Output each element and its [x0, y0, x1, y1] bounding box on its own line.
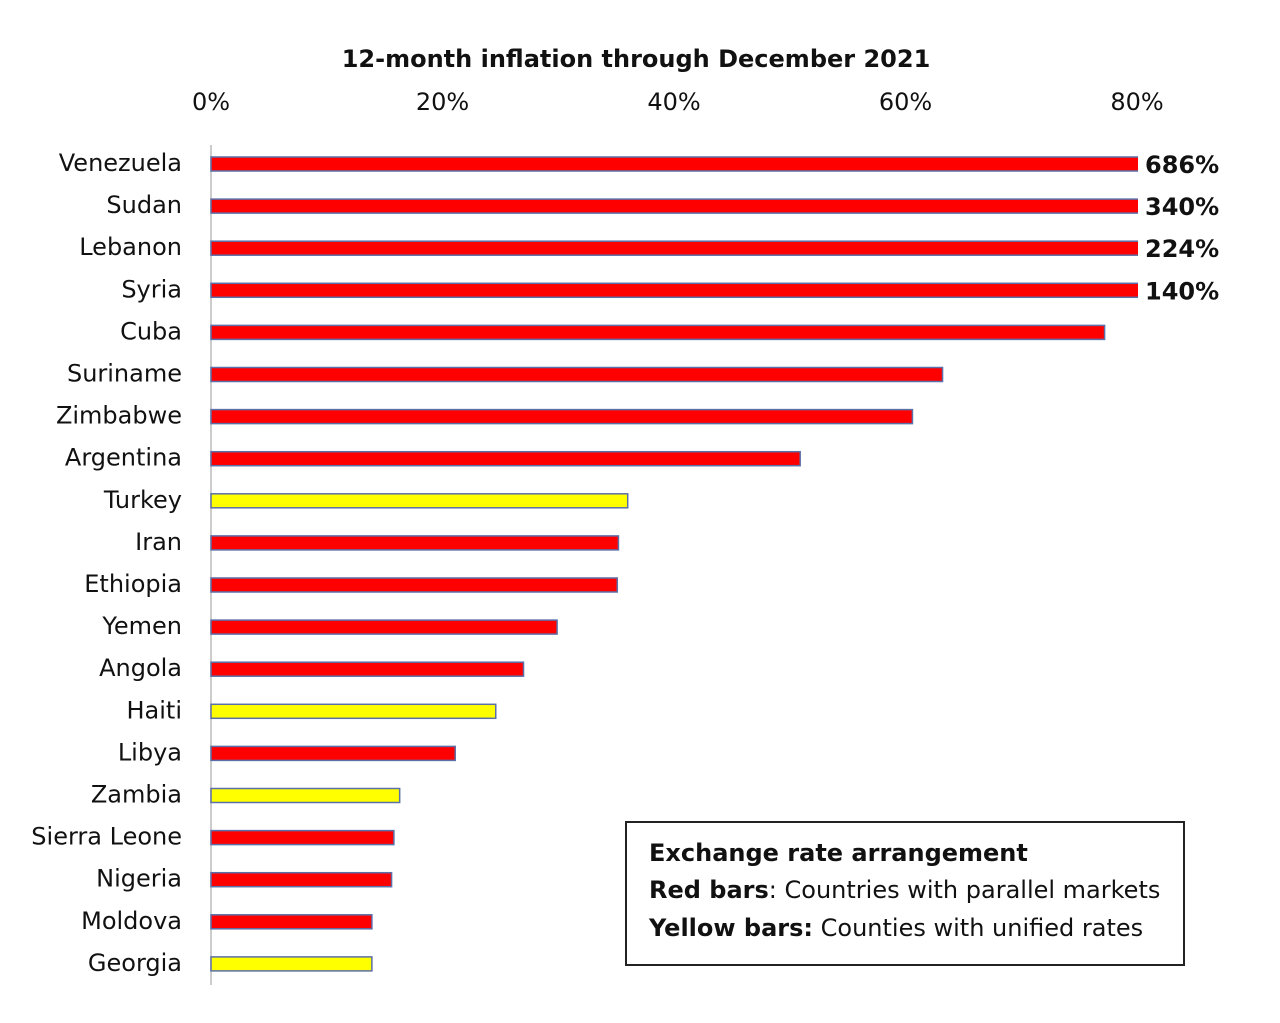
y-tick-label: Ethiopia — [84, 570, 182, 598]
y-tick-label: Suriname — [67, 360, 182, 388]
bar — [210, 156, 1138, 172]
legend-text: Counties with unified rates — [813, 914, 1143, 942]
x-tick-label: 60% — [879, 88, 932, 116]
legend-key: Red bars — [649, 876, 769, 904]
value-label: 686% — [1145, 151, 1219, 179]
y-tick-label: Turkey — [103, 486, 182, 514]
y-tick-label: Yemen — [101, 612, 182, 640]
y-tick-label: Georgia — [88, 949, 182, 977]
bar — [210, 619, 558, 635]
bar — [210, 661, 525, 677]
y-tick-label: Zambia — [91, 781, 182, 809]
y-tick-label: Libya — [118, 738, 182, 766]
y-tick-label: Angola — [99, 654, 182, 682]
bar — [210, 240, 1138, 256]
bar — [210, 829, 395, 846]
x-tick-label: 20% — [416, 88, 469, 116]
bar — [210, 914, 373, 930]
bar — [210, 871, 393, 888]
y-tick-label: Iran — [135, 528, 182, 556]
legend-entry: Yellow bars: Counties with unified rates — [648, 914, 1143, 942]
bar — [210, 745, 456, 762]
plot-area — [210, 156, 1138, 972]
bar — [210, 198, 1138, 214]
value-label: 140% — [1145, 277, 1219, 305]
y-tick-label: Argentina — [65, 444, 182, 472]
y-tick-label: Sierra Leone — [31, 823, 182, 851]
bar — [210, 366, 944, 383]
y-tick-label: Lebanon — [79, 233, 182, 261]
bar — [210, 577, 619, 593]
y-tick-label: Syria — [121, 275, 182, 303]
bar — [210, 703, 497, 720]
x-tick-label: 40% — [647, 88, 700, 116]
bar — [210, 535, 620, 551]
y-tick-label: Venezuela — [59, 149, 182, 177]
legend-title: Exchange rate arrangement — [649, 839, 1028, 867]
x-tick-label: 0% — [192, 88, 230, 116]
value-label: 224% — [1145, 235, 1219, 263]
y-tick-label: Zimbabwe — [56, 402, 182, 430]
value-label: 340% — [1145, 193, 1219, 221]
y-tick-label: Cuba — [120, 317, 182, 345]
y-tick-label: Moldova — [81, 907, 182, 935]
bar — [210, 787, 401, 804]
x-tick-label: 80% — [1110, 88, 1163, 116]
y-tick-label: Nigeria — [96, 865, 182, 893]
bar — [210, 282, 1138, 299]
bar — [210, 956, 373, 972]
legend-box — [625, 821, 1185, 966]
legend-key: Yellow bars: — [648, 914, 813, 942]
bar — [210, 493, 629, 509]
bar — [210, 450, 801, 467]
y-tick-label: Haiti — [127, 696, 183, 724]
bar — [210, 324, 1106, 341]
legend-entry: Red bars: Countries with parallel market… — [649, 876, 1160, 904]
bar — [210, 408, 914, 425]
y-tick-label: Sudan — [106, 191, 182, 219]
legend-text: : Countries with parallel markets — [769, 876, 1161, 904]
chart-title: 12-month inflation through December 2021 — [342, 45, 931, 73]
